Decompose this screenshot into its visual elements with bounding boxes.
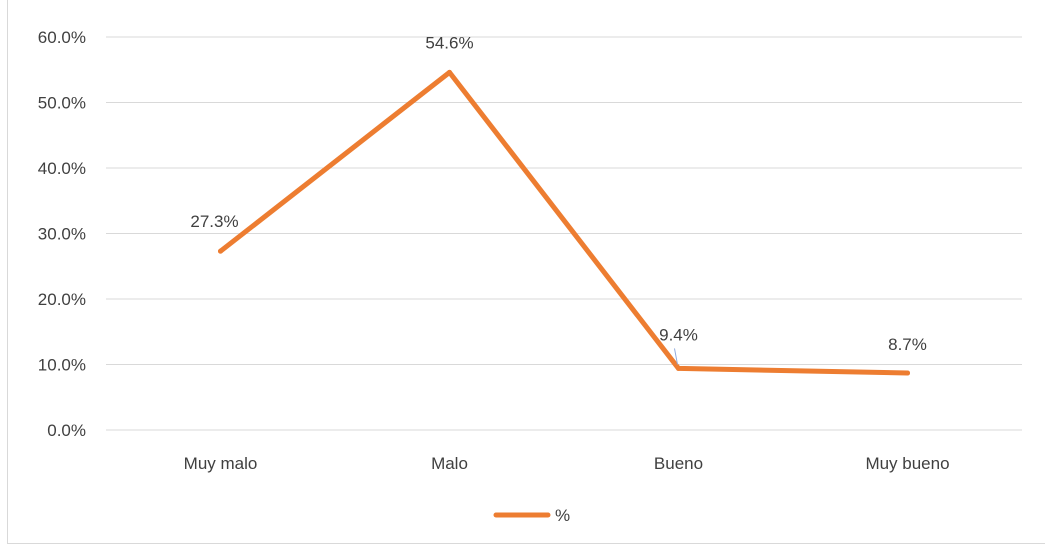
y-tick-label: 50.0% (38, 94, 86, 113)
legend: % (493, 506, 570, 525)
series-layer (218, 69, 910, 376)
series-line (218, 69, 910, 376)
data-label: 27.3% (190, 212, 238, 231)
data-point (218, 248, 223, 254)
x-tick-label: Muy bueno (865, 454, 949, 473)
y-tick-label: 40.0% (38, 159, 86, 178)
data-labels: 27.3% 54.6% 9.4% 8.7% (190, 33, 927, 365)
x-tick-label: Bueno (654, 454, 703, 473)
data-point (905, 370, 910, 376)
data-label: 9.4% (659, 325, 698, 344)
x-axis-ticks: Muy malo Malo Bueno Muy bueno (184, 454, 950, 473)
x-tick-label: Malo (431, 454, 468, 473)
data-label: 54.6% (425, 33, 473, 52)
y-tick-label: 10.0% (38, 356, 86, 375)
label-leader-line (674, 348, 678, 365)
gridlines (106, 36, 1022, 431)
y-tick-label: 20.0% (38, 290, 86, 309)
y-tick-label: 60.0% (38, 28, 86, 47)
legend-label: % (555, 506, 570, 525)
data-label: 8.7% (888, 335, 927, 354)
data-point (447, 69, 452, 75)
chart-frame (7, 0, 1045, 544)
data-point (676, 365, 681, 371)
x-tick-label: Muy malo (184, 454, 258, 473)
y-axis-ticks: 0.0% 10.0% 20.0% 30.0% 40.0% 50.0% 60.0% (38, 28, 86, 440)
y-tick-label: 0.0% (47, 421, 86, 440)
y-tick-label: 30.0% (38, 225, 86, 244)
